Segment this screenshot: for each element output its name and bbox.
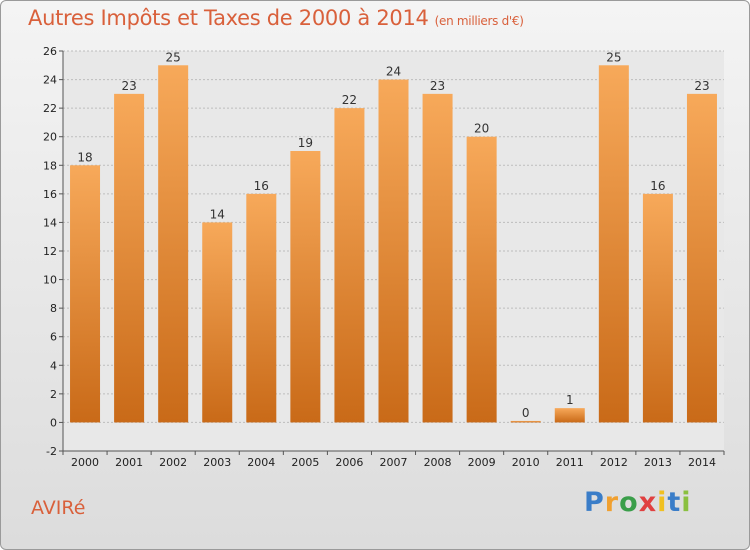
y-tick-label: 18 — [43, 159, 57, 172]
x-tick-label: 2005 — [291, 456, 319, 469]
x-tick-label: 2002 — [159, 456, 187, 469]
bar — [554, 408, 585, 423]
x-tick-label: 2006 — [335, 456, 363, 469]
data-label: 20 — [474, 122, 489, 136]
bar — [598, 65, 629, 423]
x-tick-label: 2014 — [688, 456, 716, 469]
data-label: 25 — [606, 50, 621, 64]
y-tick-label: 4 — [50, 359, 57, 372]
bar — [290, 151, 321, 423]
x-tick-label: 2003 — [203, 456, 231, 469]
data-label: 18 — [77, 150, 92, 164]
y-tick-label: 26 — [43, 45, 57, 58]
data-label: 23 — [430, 79, 445, 93]
y-tick-label: 14 — [43, 216, 57, 229]
y-tick-label: 12 — [43, 245, 57, 258]
bar — [686, 93, 717, 423]
y-tick-label: -2 — [46, 445, 57, 458]
y-tick-label: 6 — [50, 331, 57, 344]
y-tick-label: 20 — [43, 131, 57, 144]
bar — [70, 165, 101, 423]
data-label: 23 — [694, 79, 709, 93]
data-label: 19 — [298, 136, 313, 150]
y-tick-label: 24 — [43, 74, 57, 87]
title-unit: (en milliers d'€) — [434, 14, 524, 28]
bar — [246, 193, 277, 423]
x-tick-label: 2001 — [115, 456, 143, 469]
bar — [114, 93, 145, 423]
data-label: 25 — [166, 50, 181, 64]
bar — [202, 222, 233, 423]
data-label: 1 — [566, 393, 574, 407]
x-tick-label: 2010 — [512, 456, 540, 469]
logo-letter: o — [619, 487, 639, 518]
data-label: 23 — [121, 79, 136, 93]
data-label: 0 — [522, 406, 530, 420]
x-tick-label: 2007 — [380, 456, 408, 469]
logo-letter: i — [681, 487, 692, 518]
x-tick-label: 2013 — [644, 456, 672, 469]
logo-letter: x — [638, 487, 658, 518]
x-tick-label: 2012 — [600, 456, 628, 469]
y-tick-label: 2 — [50, 388, 57, 401]
logo-letter: r — [604, 487, 620, 518]
data-label: 24 — [386, 65, 401, 79]
chart-title: Autres Impôts et Taxes de 2000 à 2014 (en… — [28, 6, 524, 30]
data-label: 22 — [342, 93, 357, 107]
bar — [378, 79, 409, 423]
y-tick-label: 0 — [50, 416, 57, 429]
bar — [642, 193, 673, 423]
bar — [422, 93, 453, 423]
x-tick-label: 2008 — [424, 456, 452, 469]
y-tick-label: 22 — [43, 102, 57, 115]
bar — [466, 136, 497, 423]
bar — [510, 420, 541, 423]
x-tick-label: 2011 — [556, 456, 584, 469]
logo-letter: t — [667, 487, 682, 518]
data-label: 16 — [254, 179, 269, 193]
data-label: 14 — [210, 207, 225, 221]
y-tick-label: 10 — [43, 274, 57, 287]
data-label: 16 — [650, 179, 665, 193]
x-tick-label: 2000 — [71, 456, 99, 469]
town-name: AVIRé — [31, 497, 86, 519]
x-tick-label: 2009 — [468, 456, 496, 469]
bar — [158, 65, 189, 423]
y-tick-label: 16 — [43, 188, 57, 201]
logo-letter: i — [657, 487, 668, 518]
proxiti-logo[interactable]: Proxiti — [584, 487, 692, 518]
y-tick-label: 8 — [50, 302, 57, 315]
logo-letter: P — [584, 487, 605, 518]
bar — [334, 108, 365, 423]
title-text: Autres Impôts et Taxes de 2000 à 2014 — [28, 6, 429, 30]
x-tick-label: 2004 — [247, 456, 275, 469]
